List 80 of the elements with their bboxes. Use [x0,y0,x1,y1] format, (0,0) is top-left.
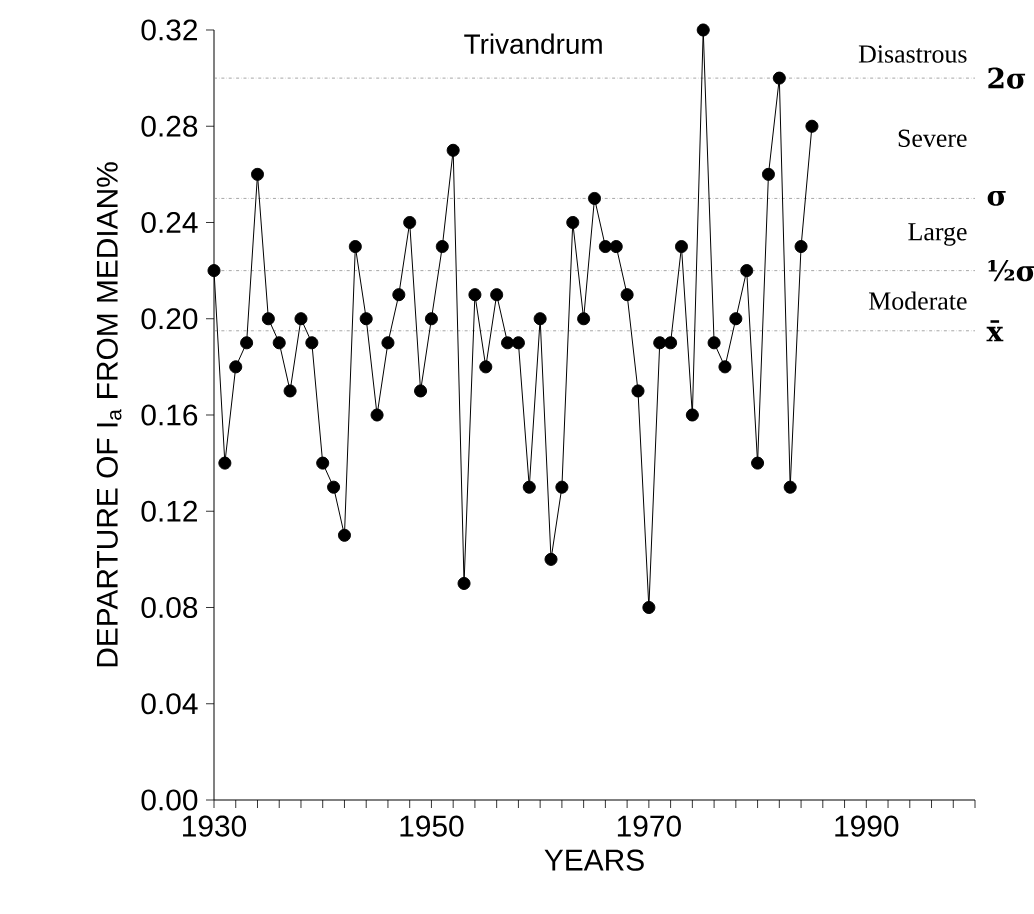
point [337,528,351,542]
y-tick-label: 0.12 [141,500,197,522]
point [272,336,286,350]
point [446,143,460,157]
point [794,240,808,254]
point [598,240,612,254]
point [283,384,297,398]
y-tick-label: 0.20 [141,308,198,330]
ref-line-label: 2σ [988,67,1026,89]
y-tick-label: 0.32 [141,19,197,41]
ref-line-label: ½σ [988,260,1034,282]
point [305,336,319,350]
annotation: Disastrous [858,45,967,63]
x-tick-label: 1950 [400,815,464,837]
point [685,408,699,422]
point [240,336,254,350]
point [501,336,515,350]
point [631,384,645,398]
y-tick-label: 0.08 [141,596,198,619]
point [664,336,678,350]
point [544,552,558,566]
point [479,360,493,374]
point [772,71,786,85]
point [435,240,449,254]
annotation: Severe [898,129,967,147]
point [588,191,602,205]
point [707,336,721,350]
x-tick-label: 1930 [183,815,247,837]
ref-line-label: x̄ [986,320,1004,342]
point [761,167,775,181]
point [740,264,754,278]
y-tick-label: 0.04 [141,693,198,715]
point [381,336,395,350]
annotation: Large [908,223,967,246]
annotation: Moderate [868,291,967,310]
point [348,240,362,254]
point [490,288,504,302]
point [370,408,384,422]
point [609,240,623,254]
x-axis-title: YEARS [544,849,644,871]
point [620,288,634,302]
point [327,480,341,494]
point [403,215,417,229]
point [250,167,264,181]
point [555,480,569,494]
point [218,456,232,470]
point [751,456,765,470]
point [577,312,591,326]
point [468,288,482,302]
point [457,576,471,590]
y-tick-label: 0.24 [141,211,198,234]
point [294,312,308,326]
point [392,288,406,302]
point [805,119,819,133]
point [424,312,438,326]
point [566,215,580,229]
y-tick-label: 0.16 [141,404,198,426]
point [783,480,797,494]
point [696,23,710,37]
point [359,312,373,326]
point [718,360,732,374]
point [229,360,243,374]
point [642,601,656,614]
point [533,312,547,326]
y-axis-title: DEPARTURE OF I$_{a}$ FROM MEDIAN% [96,162,122,667]
point [511,336,525,350]
point [414,384,428,398]
chart-title: Trivandrum [464,33,602,54]
x-tick-label: 1990 [835,815,899,837]
y-tick-label: 0.00 [141,789,198,811]
y-tick-label: 0.28 [141,115,198,137]
point [674,240,688,254]
x-tick-label: 1970 [617,815,681,837]
point [653,336,667,350]
point [522,480,536,494]
ref-line-label: σ [987,191,1006,206]
point [729,312,743,326]
point [316,456,330,470]
point [261,312,275,326]
point [207,264,221,278]
